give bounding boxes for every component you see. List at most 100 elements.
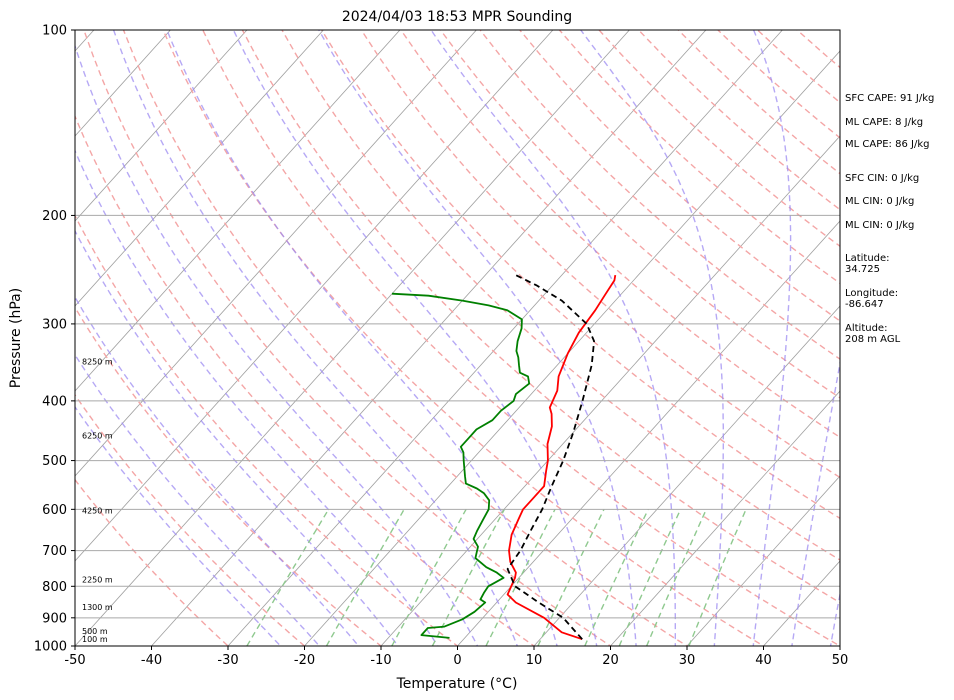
mixing-ratio-line: [537, 508, 605, 646]
dry-adiabat: [360, 30, 840, 479]
height-label: 100 m: [82, 635, 108, 644]
moist-adiabat: [75, 405, 282, 646]
dry-adiabat: [400, 30, 840, 439]
y-tick-label: 300: [42, 317, 67, 332]
y-tick-label: 700: [42, 544, 67, 559]
x-axis-label: Temperature (°C): [396, 676, 518, 692]
height-label: 6250 m: [82, 431, 113, 440]
moist-adiabat: [232, 30, 598, 646]
isotherm-line: [380, 135, 840, 646]
altitude-value: 208 m AGL: [845, 334, 901, 345]
isotherm-line: [75, 30, 248, 222]
ml-cin-text-2: ML CIN: 0 J/kg: [845, 220, 915, 231]
y-tick-label: 900: [42, 611, 67, 626]
isotherm-line: [75, 30, 630, 646]
y-tick-label: 500: [42, 454, 67, 469]
x-tick-label: 40: [755, 653, 772, 668]
x-tick-label: 10: [526, 653, 543, 668]
moist-adiabat: [75, 149, 439, 646]
x-tick-label: 20: [602, 653, 619, 668]
isotherm-line: [533, 305, 840, 646]
y-axis-label: Pressure (hPa): [8, 288, 24, 388]
temperature-line: [506, 274, 617, 641]
plot-frame: [74, 29, 841, 647]
isotherm-line: [75, 30, 477, 477]
altitude-label: Altitude:: [845, 323, 888, 334]
height-label: 4250 m: [82, 507, 113, 516]
ml-cin-text-1: ML CIN: 0 J/kg: [845, 196, 915, 207]
mixing-ratio-line: [485, 508, 556, 646]
ml-cape-text-1: ML CAPE: 8 J/kg: [845, 117, 924, 128]
sfc-cin-text: SFC CIN: 0 J/kg: [845, 173, 920, 184]
x-tick-label: 50: [832, 653, 849, 668]
x-tick-label: -30: [217, 653, 238, 668]
dry-adiabat: [202, 30, 840, 646]
x-tick-label: -40: [141, 653, 162, 668]
latitude-value: 34.725: [845, 264, 880, 275]
moist-adiabat: [430, 30, 676, 646]
isotherm-line: [75, 30, 324, 307]
height-label: 500 m: [82, 627, 108, 636]
y-tick-label: 100: [42, 24, 67, 39]
height-label: 8250 m: [82, 357, 113, 366]
x-tick-label: 0: [453, 653, 461, 668]
ml-cape-text-2: ML CAPE: 86 J/kg: [845, 139, 930, 150]
moist-adiabat: [75, 229, 399, 646]
mixing-ratio-line: [325, 508, 405, 646]
mixing-ratio-line: [618, 509, 682, 646]
dry-adiabat: [122, 30, 689, 646]
sounding-series: [391, 274, 617, 641]
parcel-profile-line: [506, 274, 595, 640]
dewpoint-line: [391, 292, 531, 639]
dry-adiabat: [75, 306, 383, 646]
mixing-ratio-line: [688, 509, 747, 646]
mixing-ratio-line: [391, 508, 467, 646]
height-label: 2250 m: [82, 576, 113, 585]
dry-adiabat: [519, 30, 840, 322]
y-axis-ticks: 100 200 300 400 500 600 700 800 900 1000: [34, 24, 75, 655]
y-tick-label: 800: [42, 580, 67, 595]
isobar-lines: [75, 214, 840, 619]
mixing-ratio-line: [246, 508, 330, 646]
height-label: 1300 m: [82, 603, 113, 612]
dry-adiabat: [241, 30, 840, 604]
y-tick-label: 200: [42, 209, 67, 224]
longitude-label: Longitude:: [845, 288, 899, 299]
isotherm-line: [150, 30, 707, 646]
dry-adiabat: [83, 30, 612, 646]
y-tick-label: 400: [42, 394, 67, 409]
chart-title: 2024/04/03 18:53 MPR Sounding: [342, 9, 572, 25]
x-tick-label: 30: [679, 653, 696, 668]
isotherm-line: [303, 50, 840, 646]
moist-adiabat: [579, 30, 724, 646]
isotherm-line: [75, 30, 401, 392]
isotherm-line: [75, 30, 171, 137]
isotherm-line: [227, 30, 783, 646]
dry-adiabat: [75, 478, 230, 646]
x-tick-label: -20: [294, 653, 315, 668]
moist-adiabat: [75, 353, 321, 646]
dry-adiabat: [281, 30, 840, 561]
dry-adiabat: [75, 114, 536, 646]
moist-adiabat: [752, 30, 792, 646]
x-tick-label: -50: [64, 653, 85, 668]
longitude-value: -86.647: [845, 299, 884, 310]
y-tick-label: 600: [42, 503, 67, 518]
isotherm-line: [75, 30, 554, 562]
moist-adiabat: [75, 43, 479, 646]
isotherm-line: [905, 16, 954, 659]
moist-adiabat: [791, 359, 840, 646]
moist-adiabat: [829, 590, 840, 646]
mixing-ratio-line: [431, 508, 506, 646]
dry-adiabat: [75, 393, 306, 646]
latitude-label: Latitude:: [845, 253, 890, 264]
dry-adiabat: [321, 30, 840, 520]
x-axis-ticks: -50 -40 -30 -20 -10 0 10 20 30 40 50: [64, 646, 848, 668]
moist-adiabat: [112, 30, 519, 646]
dry-adiabat: [162, 30, 765, 646]
x-tick-label: -10: [370, 653, 391, 668]
isotherm-line: [456, 220, 840, 646]
sfc-cape-text: SFC CAPE: 91 J/kg: [845, 93, 935, 104]
moist-adiabat: [166, 30, 558, 646]
